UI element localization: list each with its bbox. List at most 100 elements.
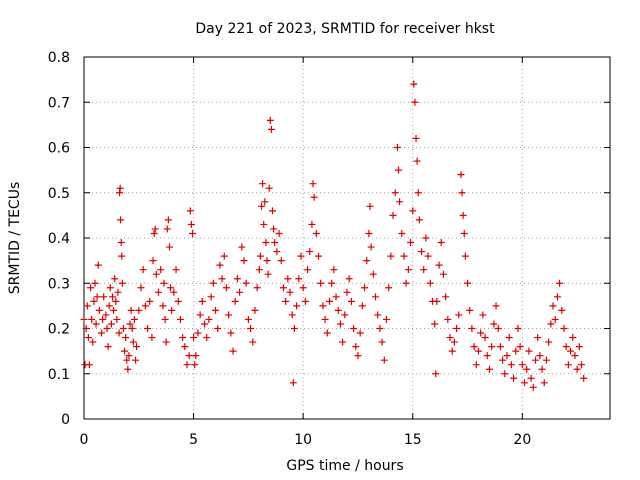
data-point: [240, 257, 248, 265]
data-point: [464, 279, 472, 287]
data-point: [115, 329, 123, 337]
data-point: [380, 356, 388, 364]
data-point: [426, 279, 434, 287]
data-point: [267, 125, 275, 133]
data-point: [216, 261, 224, 269]
data-point: [91, 279, 99, 287]
data-point: [458, 189, 466, 197]
data-point: [492, 302, 500, 310]
data-point: [547, 320, 555, 328]
data-point: [512, 347, 520, 355]
data-point: [578, 361, 586, 369]
data-point: [181, 343, 189, 351]
data-point: [104, 343, 112, 351]
data-point: [106, 284, 114, 292]
data-point: [317, 279, 325, 287]
data-point: [385, 284, 393, 292]
data-point: [308, 220, 316, 228]
data-point: [366, 202, 374, 210]
data-point: [126, 320, 134, 328]
data-point: [575, 343, 583, 351]
data-point: [420, 266, 428, 274]
data-point: [198, 297, 206, 305]
y-tick-label: 0.1: [48, 367, 70, 383]
chart-title: Day 221 of 2023, SRMTID for receiver hks…: [195, 21, 495, 37]
data-point: [203, 334, 211, 342]
data-point: [155, 288, 163, 296]
data-point: [255, 266, 263, 274]
data-point: [323, 329, 331, 337]
data-point: [483, 352, 491, 360]
data-point: [514, 325, 522, 332]
data-point: [573, 365, 581, 373]
x-axis-label: GPS time / hours: [286, 458, 403, 474]
y-tick-label: 0: [61, 412, 70, 428]
data-point: [459, 211, 467, 219]
data-point: [159, 302, 167, 310]
data-point: [174, 297, 182, 305]
data-point: [88, 315, 96, 323]
data-point: [253, 284, 261, 292]
data-point: [111, 275, 119, 283]
data-point: [299, 284, 307, 292]
data-point: [82, 325, 90, 332]
data-point: [413, 157, 421, 165]
data-point: [328, 279, 336, 287]
data-point: [457, 171, 465, 179]
data-point: [479, 311, 487, 319]
y-tick-label: 0.3: [48, 276, 70, 292]
data-point: [95, 306, 103, 314]
data-point: [361, 284, 369, 292]
data-point: [567, 347, 575, 355]
data-point: [424, 252, 432, 260]
data-point: [124, 365, 132, 373]
data-point: [105, 302, 113, 310]
data-point: [437, 239, 445, 247]
data-point: [382, 315, 390, 323]
data-point: [90, 297, 98, 305]
data-point: [260, 220, 268, 228]
data-point: [510, 374, 518, 382]
data-point: [168, 306, 176, 314]
data-point: [113, 315, 121, 323]
data-point: [549, 302, 557, 310]
data-point: [400, 252, 408, 260]
data-point: [378, 338, 386, 346]
data-point: [347, 297, 355, 305]
data-point: [521, 379, 529, 387]
x-tick-label: 15: [404, 432, 422, 448]
data-point: [127, 306, 135, 314]
data-point: [580, 374, 588, 382]
data-point: [455, 311, 463, 319]
data-point: [481, 334, 489, 342]
data-point: [220, 252, 228, 260]
data-point: [214, 325, 222, 332]
data-point: [205, 315, 213, 323]
data-point: [128, 325, 136, 332]
data-point: [116, 189, 124, 197]
data-point: [236, 288, 244, 296]
data-point: [263, 257, 271, 265]
data-point: [277, 257, 285, 265]
data-point: [352, 343, 360, 351]
data-point: [119, 325, 127, 332]
data-point: [148, 334, 156, 342]
data-point: [365, 229, 373, 237]
data-point: [470, 343, 478, 351]
data-point: [80, 315, 88, 323]
data-points: [80, 80, 588, 391]
data-point: [98, 329, 106, 337]
data-point: [87, 284, 95, 292]
data-point: [227, 329, 235, 337]
data-point: [336, 320, 344, 328]
data-point: [190, 334, 198, 342]
data-point: [309, 180, 317, 188]
data-point: [538, 365, 546, 373]
data-point: [218, 275, 226, 283]
data-point: [558, 306, 566, 314]
data-point: [545, 338, 553, 346]
data-point: [494, 325, 502, 332]
data-point: [442, 293, 450, 301]
data-point: [409, 207, 417, 215]
